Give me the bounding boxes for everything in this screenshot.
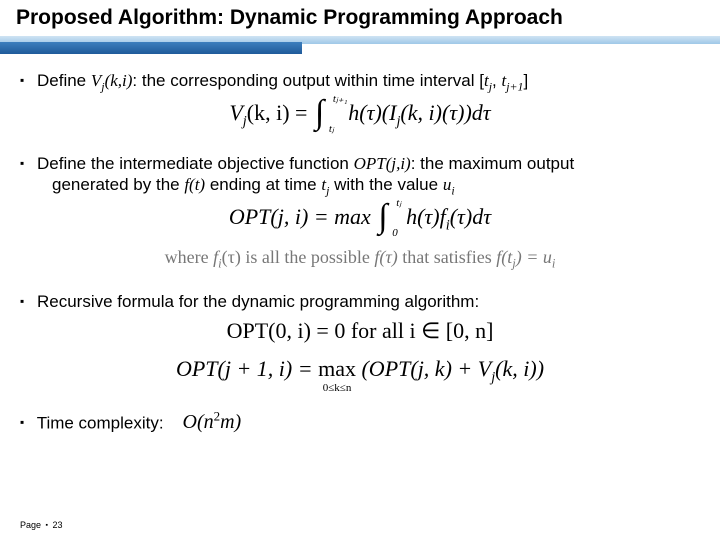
var-ft: f(t) — [184, 175, 205, 194]
text: Recursive formula for the dynamic progra… — [37, 292, 479, 311]
args: (k, i) = — [247, 100, 313, 125]
formula-OPT: OPT(j, i) = max ∫ 0 tⱼ h(τ)fi(τ)dτ — [20, 204, 700, 234]
slide-content: Define Vj(k,i): the corresponding output… — [0, 56, 720, 439]
rhs: (OPT(j, k) + V — [361, 356, 491, 381]
V: V — [229, 100, 242, 125]
int-lower: tⱼ — [329, 122, 334, 135]
args: (k,i) — [105, 71, 133, 90]
max-range: 0≤k≤n — [318, 382, 356, 394]
title-bar-dark — [0, 42, 302, 54]
bullet-1: Define Vj(k,i): the corresponding output… — [20, 70, 700, 94]
text: Define the intermediate objective functi… — [37, 154, 354, 173]
text: : the maximum output — [411, 154, 574, 173]
eq: OPT(0, i) = 0 for all i ∈ [0, n] — [227, 318, 494, 343]
text: where — [165, 247, 213, 267]
title-band: Proposed Algorithm: Dynamic Programming … — [0, 0, 720, 56]
var-V: V — [91, 71, 101, 90]
title-underline — [0, 36, 720, 56]
text: generated by the — [52, 175, 184, 194]
var-OPT: OPT(j,i) — [354, 154, 411, 173]
int-lower: 0 — [392, 227, 398, 239]
bullet-4: Time complexity: O(n2m) — [20, 409, 241, 436]
formula-recursion: OPT(j + 1, i) = max 0≤k≤n (OPT(j, k) + V… — [20, 356, 700, 386]
text: (τ) is all the possible — [222, 247, 375, 267]
slide-title: Proposed Algorithm: Dynamic Programming … — [0, 6, 720, 36]
max-operator: max 0≤k≤n — [318, 356, 356, 382]
formula-base-case: OPT(0, i) = 0 for all i ∈ [0, n] — [20, 318, 700, 344]
bullet-2: Define the intermediate objective functi… — [20, 153, 700, 199]
page-number: 23 — [53, 520, 63, 530]
max: max — [318, 356, 356, 381]
formula-V: Vj(k, i) = ∫ tⱼ tⱼ₊₁ h(τ)(Ij(k, i)(τ))dτ — [20, 100, 700, 130]
text: ] — [523, 71, 528, 90]
lhs: OPT(j + 1, i) = — [176, 356, 318, 381]
integral-icon: ∫ tⱼ tⱼ₊₁ — [315, 100, 324, 127]
footer: Page ▪ 23 — [20, 520, 63, 530]
text: ending at time — [205, 175, 321, 194]
bullet-icon: ▪ — [44, 522, 50, 529]
bigO: O(n — [183, 411, 214, 433]
sub-jp1: j+1 — [506, 79, 523, 93]
rhs2: (k, i)) — [495, 356, 544, 381]
int-upper: tⱼ₊₁ — [333, 92, 348, 105]
sub-i: i — [451, 183, 454, 197]
text: with the value — [329, 175, 442, 194]
rhs2: (τ)dτ — [450, 204, 491, 229]
bullet-3: Recursive formula for the dynamic progra… — [20, 291, 700, 312]
text: that satisfies — [398, 247, 496, 267]
int-upper: tⱼ — [396, 196, 401, 209]
text: Define — [37, 71, 91, 90]
var-ftau: f(τ) — [374, 247, 397, 267]
bigO-end: m) — [220, 411, 241, 433]
sub-i: i — [552, 256, 556, 270]
var-ftj: f(t — [496, 247, 512, 267]
rhs: h(τ)(I — [348, 100, 396, 125]
text: Time complexity: — [37, 413, 164, 432]
integral-icon: ∫ 0 tⱼ — [378, 204, 387, 231]
text: : the corresponding output within time i… — [132, 71, 484, 90]
page-label: Page — [20, 520, 41, 530]
text: ) = u — [516, 247, 552, 267]
lhs: OPT(j, i) = max — [229, 204, 371, 229]
rhs: h(τ)f — [406, 204, 446, 229]
rhs2: (k, i)(τ))dτ — [400, 100, 490, 125]
formula-note: where fi(τ) is all the possible f(τ) tha… — [20, 247, 700, 272]
